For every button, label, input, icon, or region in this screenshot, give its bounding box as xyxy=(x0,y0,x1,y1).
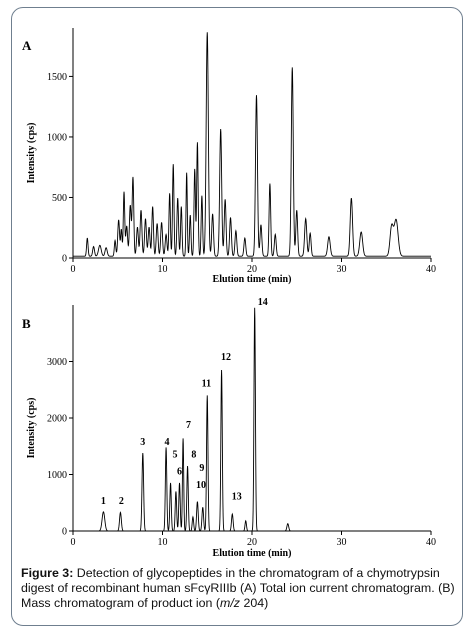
y-tick-label: 500 xyxy=(52,193,67,204)
x-tick-label: 0 xyxy=(71,537,76,548)
peak-label: 12 xyxy=(221,352,231,363)
x-tick-label: 20 xyxy=(247,264,257,275)
peak-label: 4 xyxy=(164,437,169,448)
chromatogram-b: B 0 10 20 30 40 0 1000 2000 3000 Elution time (min… xyxy=(22,297,436,559)
y-tick-label: 0 xyxy=(62,527,67,538)
x-tick-label: 0 xyxy=(71,264,76,275)
figure-caption: Figure 3: Detection of glycopeptides in … xyxy=(21,566,461,611)
x-tick-label: 30 xyxy=(337,537,347,548)
peak-label: 10 xyxy=(196,480,206,491)
peak-label: 11 xyxy=(202,378,211,389)
x-tick-label: 30 xyxy=(337,264,347,275)
peak-label: 5 xyxy=(173,450,178,461)
y-axis-title: Intensity (cps) xyxy=(26,123,37,184)
chromatogram-trace xyxy=(73,32,431,257)
x-axis-title: Elution time (min) xyxy=(213,274,292,285)
peak-label: 13 xyxy=(232,491,242,502)
peak-label: 9 xyxy=(199,463,204,474)
y-tick-label: 0 xyxy=(62,254,67,265)
peak-label: 8 xyxy=(191,450,196,461)
y-tick-label: 3000 xyxy=(47,357,67,368)
peak-label: 3 xyxy=(140,437,145,448)
x-tick-label: 10 xyxy=(158,264,168,275)
y-axis-title: Intensity (cps) xyxy=(26,398,37,459)
peak-label: 2 xyxy=(119,496,124,507)
peak-label: 1 xyxy=(101,496,106,507)
panel-label: B xyxy=(22,316,31,331)
y-tick-label: 2000 xyxy=(47,414,67,425)
y-tick-label: 1500 xyxy=(47,72,67,83)
chromatogram-trace xyxy=(73,307,431,532)
figure-frame xyxy=(11,7,463,626)
peak-label: 14 xyxy=(258,297,268,308)
chromatogram-a: A 0 10 20 30 40 0 500 1000 1500 Elution time (min)… xyxy=(22,28,436,285)
x-tick-label: 40 xyxy=(426,264,436,275)
x-tick-label: 40 xyxy=(426,537,436,548)
y-tick-label: 1000 xyxy=(47,470,67,481)
x-tick-label: 10 xyxy=(158,537,168,548)
caption-text: Detection of glycopeptides in the chroma… xyxy=(21,566,455,610)
panel-label: A xyxy=(22,38,32,53)
caption-mz: m/z xyxy=(220,596,240,610)
peak-label: 6 xyxy=(177,467,182,478)
x-tick-label: 20 xyxy=(247,537,257,548)
peak-label: 7 xyxy=(186,420,191,431)
caption-text-end: 204) xyxy=(240,596,269,610)
y-tick-label: 1000 xyxy=(47,132,67,143)
x-axis-title: Elution time (min) xyxy=(213,548,292,559)
caption-label: Figure 3: xyxy=(21,566,74,580)
